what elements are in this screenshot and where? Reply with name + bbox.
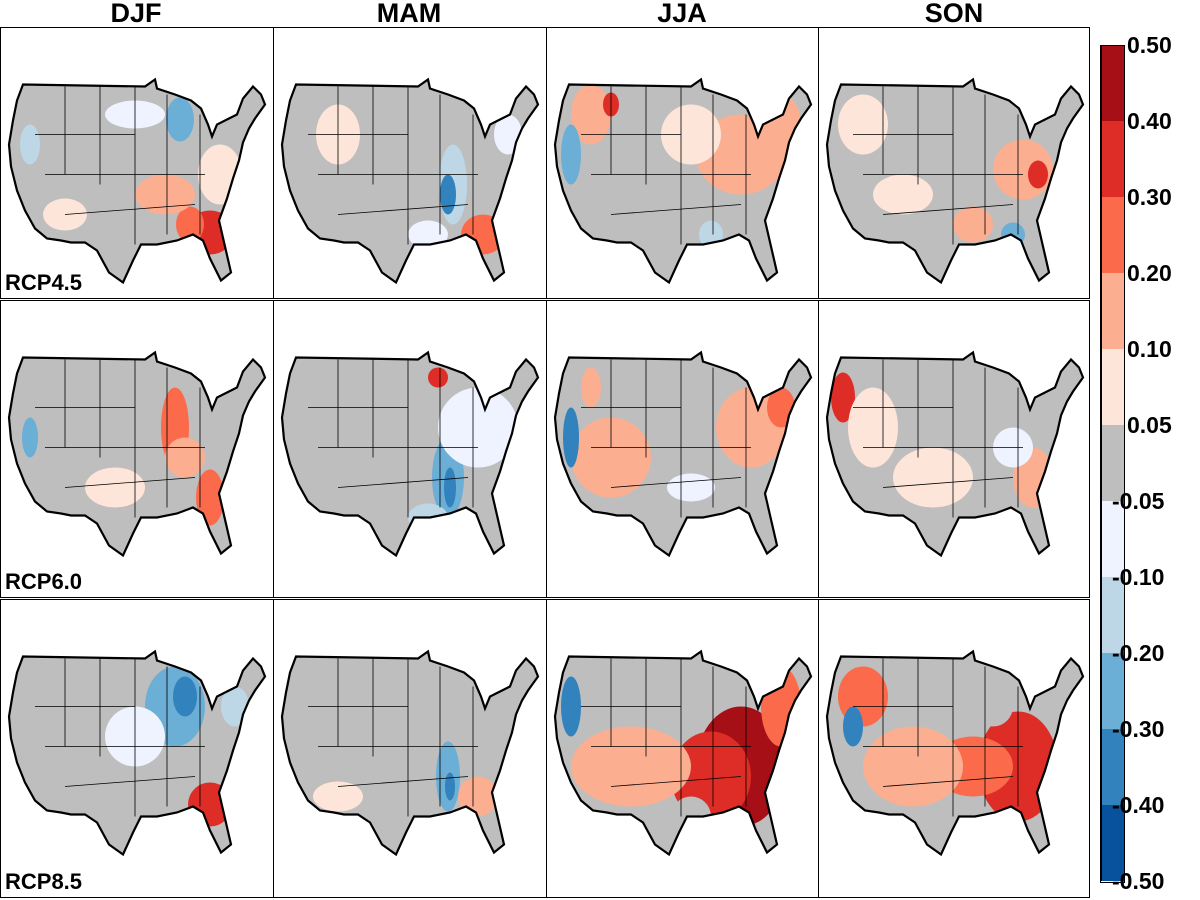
anomaly-region xyxy=(166,97,194,142)
us-map xyxy=(7,351,267,557)
map-panel-mam-rcp60 xyxy=(273,300,547,598)
anomaly-region xyxy=(863,726,963,807)
colorbar-tick-label: 0.40 xyxy=(1127,108,1172,134)
us-map xyxy=(553,78,813,284)
us-map xyxy=(280,78,540,284)
colorbar-tick-label: -0.05 xyxy=(1112,488,1165,514)
anomaly-region xyxy=(20,124,40,165)
anomaly-region xyxy=(838,94,888,155)
column-title-mam: MAM xyxy=(376,0,442,28)
map-panel-son-rcp85 xyxy=(818,599,1090,898)
map-panel-jja-rcp45 xyxy=(546,27,820,299)
anomaly-region xyxy=(831,372,855,423)
us-map xyxy=(280,650,540,856)
row-label: RCP6.0 xyxy=(5,569,83,594)
anomaly-region xyxy=(428,367,448,388)
colorbar-segment xyxy=(1101,349,1125,425)
map-panel-djf-rcp85: RCP8.5 xyxy=(0,599,274,898)
colorbar-tick-label: -0.30 xyxy=(1112,716,1165,742)
colorbar-tick-label: 0.10 xyxy=(1127,336,1172,362)
anomaly-region xyxy=(571,84,611,145)
anomaly-region xyxy=(165,437,205,478)
anomaly-region xyxy=(561,124,581,185)
map-panel-mam-rcp45 xyxy=(273,27,547,299)
map-panel-djf-rcp45: RCP4.5 xyxy=(0,27,274,299)
anomaly-region xyxy=(953,206,993,243)
map-panel-jja-rcp85 xyxy=(546,599,820,898)
anomaly-region xyxy=(581,367,601,408)
column-title-jja: JJA xyxy=(657,0,707,28)
anomaly-region xyxy=(761,94,801,155)
anomaly-region xyxy=(563,407,579,468)
colorbar-tick-label: 0.30 xyxy=(1127,184,1172,210)
anomaly-region xyxy=(667,473,715,502)
anomaly-region xyxy=(438,387,518,468)
anomaly-region xyxy=(561,676,581,737)
anomaly-region xyxy=(196,469,224,526)
anomaly-region xyxy=(440,174,456,215)
anomaly-region xyxy=(444,467,456,508)
anomaly-region xyxy=(661,104,721,165)
anomaly-region xyxy=(85,467,145,508)
anomaly-region xyxy=(973,686,1013,727)
us-map xyxy=(553,650,813,856)
column-title-djf: DJF xyxy=(110,0,162,28)
colorbar-tick-label: 0.50 xyxy=(1127,32,1172,58)
anomaly-region xyxy=(173,676,197,717)
colorbar-tick-label: -0.20 xyxy=(1112,640,1165,666)
anomaly-region xyxy=(135,174,195,215)
anomaly-region xyxy=(22,417,38,458)
us-map xyxy=(553,351,813,557)
row-label: RCP4.5 xyxy=(5,270,83,295)
colorbar-frame xyxy=(1100,45,1125,883)
colorbar-tick-label: -0.40 xyxy=(1112,792,1165,818)
anomaly-region xyxy=(843,706,863,747)
anomaly-region xyxy=(1028,160,1048,189)
us-map xyxy=(7,650,267,856)
anomaly-region xyxy=(761,666,801,747)
anomaly-region xyxy=(445,772,455,801)
anomaly-region xyxy=(893,447,973,508)
anomaly-region xyxy=(571,726,691,807)
map-panel-jja-rcp60 xyxy=(546,300,820,598)
us-map xyxy=(7,78,267,284)
anomaly-region xyxy=(313,781,363,812)
anomaly-region xyxy=(408,220,448,249)
map-panel-djf-rcp60: RCP6.0 xyxy=(0,300,274,598)
us-map xyxy=(280,351,540,557)
colorbar-segment xyxy=(1101,273,1125,349)
us-map xyxy=(825,650,1085,856)
colorbar-segment xyxy=(1101,121,1125,197)
colorbar-tick-label: 0.05 xyxy=(1127,412,1172,438)
map-panel-son-rcp60 xyxy=(818,300,1090,598)
colorbar-tick-label: -0.10 xyxy=(1112,564,1165,590)
map-panel-son-rcp45 xyxy=(818,27,1090,299)
colorbar-tick-label: -0.50 xyxy=(1112,868,1165,894)
colorbar-tick-label: 0.20 xyxy=(1127,260,1172,286)
column-title-son: SON xyxy=(924,0,984,28)
anomaly-region xyxy=(571,417,651,498)
us-map xyxy=(825,78,1085,284)
anomaly-region xyxy=(176,206,204,243)
map-panel-mam-rcp85 xyxy=(273,599,547,898)
row-label: RCP8.5 xyxy=(5,869,83,894)
anomaly-region xyxy=(848,387,898,468)
us-map xyxy=(825,351,1085,557)
anomaly-region xyxy=(873,174,933,215)
